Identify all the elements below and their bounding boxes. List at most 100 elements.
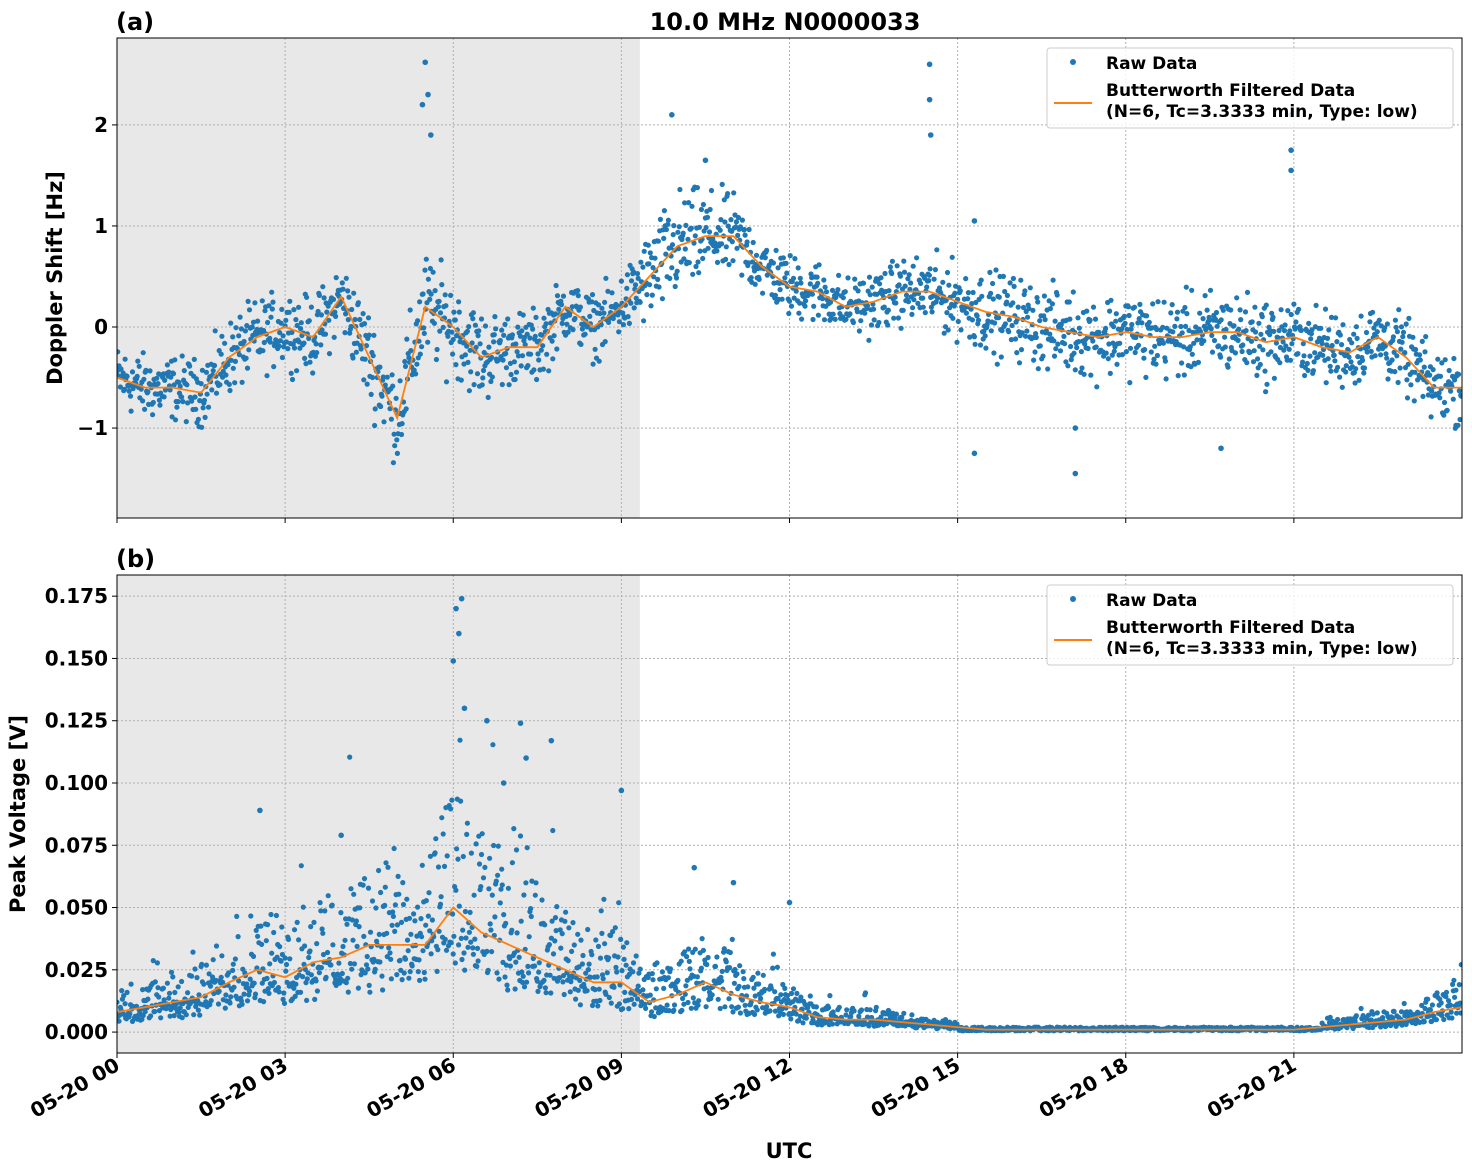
- raw-data-point: [893, 1011, 900, 1017]
- raw-data-point: [513, 369, 520, 375]
- raw-data-point: [438, 257, 444, 263]
- raw-data-point: [140, 350, 146, 356]
- raw-data-point: [259, 298, 265, 304]
- raw-data-point: [1365, 344, 1371, 350]
- raw-data-point: [546, 942, 553, 948]
- raw-data-point: [903, 292, 910, 298]
- raw-data-point: [1368, 1017, 1374, 1023]
- raw-data-point: [940, 279, 946, 285]
- raw-data-point: [1189, 287, 1195, 293]
- raw-data-point: [515, 353, 522, 359]
- raw-data-point: [794, 281, 800, 287]
- raw-data-point: [562, 918, 568, 924]
- raw-data-point: [590, 361, 596, 367]
- raw-data-point: [369, 898, 376, 904]
- raw-data-point: [453, 887, 459, 893]
- raw-data-point: [486, 344, 492, 350]
- raw-data-point: [714, 248, 720, 254]
- raw-data-point: [634, 271, 641, 277]
- raw-data-point: [576, 964, 582, 970]
- raw-data-point: [232, 380, 238, 386]
- raw-data-point: [154, 960, 160, 966]
- raw-data-point: [498, 886, 504, 892]
- raw-data-point: [430, 269, 436, 275]
- raw-data-point: [472, 322, 478, 328]
- raw-data-point: [1255, 356, 1261, 362]
- raw-data-point: [700, 947, 707, 954]
- raw-data-point: [158, 1015, 164, 1021]
- raw-data-point: [507, 963, 513, 969]
- raw-data-point: [236, 352, 242, 358]
- raw-data-point: [489, 374, 495, 380]
- x-tick-label: 05-20 06: [362, 1053, 460, 1123]
- raw-data-point: [532, 963, 538, 969]
- raw-data-point: [786, 310, 792, 317]
- raw-data-point: [380, 374, 386, 380]
- raw-data-point: [723, 256, 729, 262]
- raw-data-point: [518, 363, 524, 369]
- raw-data-point: [1018, 347, 1025, 353]
- raw-data-point: [1155, 299, 1161, 305]
- raw-data-point: [542, 985, 549, 991]
- raw-data-point: [1456, 388, 1462, 394]
- raw-data-point: [170, 974, 176, 980]
- raw-data-point: [142, 1009, 148, 1015]
- raw-data-point: [657, 216, 664, 222]
- raw-data-point: [852, 276, 858, 282]
- raw-data-point: [415, 318, 421, 324]
- raw-data-point: [459, 956, 465, 963]
- raw-data-point: [412, 918, 418, 924]
- legend-entry: Butterworth Filtered Data: [1106, 618, 1355, 638]
- raw-data-point: [776, 1013, 782, 1019]
- raw-data-point: [797, 275, 803, 281]
- raw-data-point: [1045, 366, 1051, 372]
- raw-data-point: [732, 966, 738, 973]
- raw-data-point: [617, 982, 623, 988]
- raw-data-point: [191, 356, 197, 362]
- raw-data-point: [977, 342, 984, 348]
- raw-data-point: [1458, 1010, 1462, 1016]
- raw-data-point: [977, 281, 983, 287]
- raw-data-point: [530, 305, 536, 311]
- raw-data-point: [518, 918, 524, 924]
- raw-data-point: [1270, 314, 1276, 320]
- raw-data-point: [427, 265, 433, 272]
- raw-data-point: [461, 950, 467, 956]
- raw-data-point: [1153, 361, 1159, 367]
- raw-data-point: [592, 987, 598, 993]
- raw-data-point: [281, 990, 287, 996]
- raw-data-point: [185, 400, 191, 406]
- raw-data-point: [320, 930, 326, 936]
- raw-data-point: [141, 376, 147, 382]
- raw-data-point: [145, 996, 151, 1002]
- raw-data-point: [1361, 370, 1367, 376]
- raw-data-point: [582, 331, 588, 337]
- raw-data-point: [775, 995, 781, 1002]
- raw-data-point: [1127, 380, 1133, 386]
- raw-data-point: [1090, 304, 1097, 310]
- raw-data-point: [265, 986, 271, 992]
- raw-data-point: [1436, 390, 1442, 396]
- raw-data-point: [228, 357, 234, 363]
- raw-data-point: [752, 281, 758, 287]
- raw-data-point: [425, 913, 431, 919]
- raw-data-point: [122, 356, 128, 362]
- raw-data-point: [530, 326, 536, 332]
- raw-data-point: [846, 1019, 853, 1025]
- raw-data-point: [655, 276, 661, 282]
- raw-data-point: [895, 315, 902, 321]
- raw-data-point: [461, 361, 467, 367]
- raw-data-point: [452, 960, 458, 966]
- raw-data-point: [323, 974, 329, 981]
- raw-data-point: [714, 954, 720, 960]
- raw-data-point: [306, 954, 312, 961]
- raw-data-point: [622, 989, 628, 996]
- raw-data-point: [325, 893, 331, 899]
- raw-data-point: [434, 346, 440, 353]
- raw-data-point: [1281, 347, 1287, 353]
- raw-data-point: [464, 343, 470, 349]
- raw-data-point: [726, 261, 732, 268]
- raw-data-point: [615, 954, 621, 960]
- raw-data-point: [1309, 327, 1315, 333]
- raw-data-point: [285, 936, 292, 943]
